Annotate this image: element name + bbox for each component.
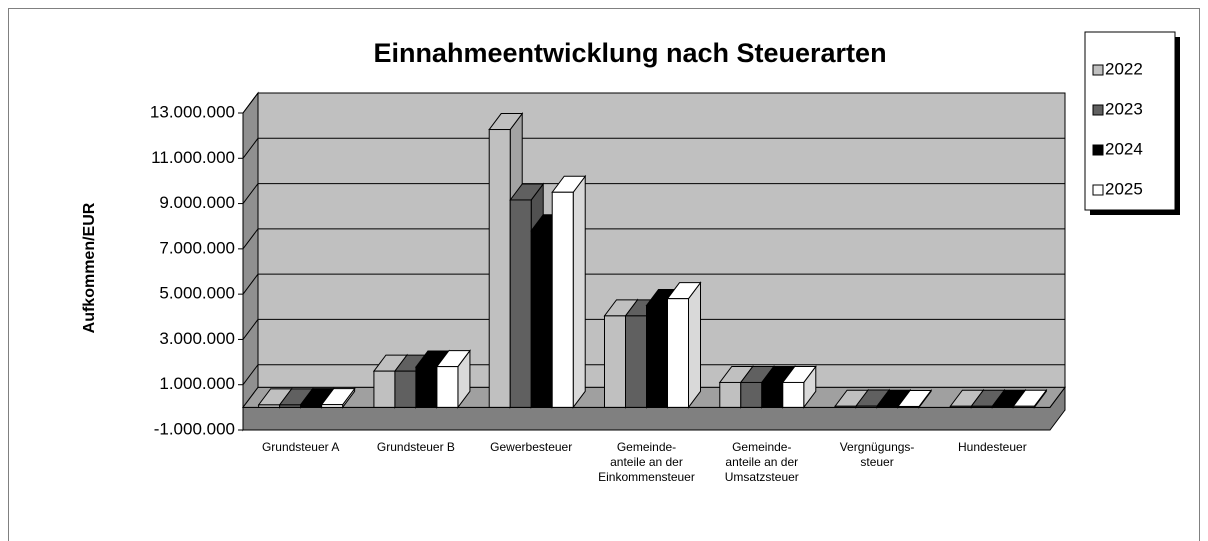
- bar-front: [415, 366, 438, 408]
- y-tick-label: 11.000.000: [151, 148, 235, 167]
- bar-front: [509, 199, 532, 408]
- x-tick-label: Gemeinde- anteile an der Einkommensteuer: [598, 440, 695, 484]
- bar-front: [949, 405, 972, 408]
- grid-line: [242, 228, 1065, 250]
- grid-line: [242, 364, 1065, 386]
- bar: [897, 388, 933, 409]
- bar-front: [604, 315, 626, 408]
- bar-front: [834, 405, 857, 408]
- y-tick-label: -1.000.000: [154, 419, 235, 438]
- x-tick-label: Grundsteuer A: [261, 440, 340, 454]
- y-tick-label: 5.000.000: [159, 284, 235, 303]
- legend-swatch: [1092, 184, 1104, 196]
- bar-front: [488, 129, 511, 408]
- bar-front: [1012, 405, 1035, 408]
- bar-front: [300, 404, 323, 408]
- side-wall: [242, 91, 259, 432]
- y-tick-label: 7.000.000: [159, 238, 235, 257]
- chart-title: Einnahmeentwicklung nach Steuerarten: [373, 38, 886, 68]
- bar-front: [279, 404, 302, 408]
- grid-line: [242, 183, 1065, 204]
- legend-label: 2023: [1105, 99, 1143, 118]
- bar: [435, 349, 471, 409]
- bar: [320, 387, 356, 409]
- legend-label: 2025: [1105, 179, 1143, 198]
- bar-front: [782, 381, 805, 408]
- bar-front: [761, 381, 784, 408]
- bar-side-shade: [573, 176, 586, 408]
- bar-front: [970, 405, 993, 408]
- bar-front: [719, 381, 742, 408]
- bar-front: [258, 404, 281, 408]
- legend-box: [1084, 31, 1176, 211]
- y-axis-label: Aufkommen/EUR: [81, 202, 98, 333]
- bar: [666, 281, 702, 409]
- x-tick-label: Gemeinde- anteile an der Umsatzsteuer: [724, 440, 799, 484]
- bar-front: [321, 404, 344, 408]
- bar-front: [876, 405, 899, 408]
- bar-front: [551, 191, 574, 408]
- legend-swatch: [1092, 144, 1104, 156]
- bar-front: [436, 366, 459, 408]
- bar: [1012, 388, 1048, 409]
- bar-front: [897, 405, 920, 408]
- bar-side-shade: [457, 350, 470, 408]
- bar-front: [530, 230, 553, 408]
- x-tick-label: Grundsteuer B: [376, 440, 455, 454]
- bar-front: [855, 405, 878, 408]
- bar-front: [667, 298, 689, 408]
- grid-line: [242, 318, 1065, 340]
- bar-front: [373, 370, 396, 408]
- bar-front: [991, 405, 1014, 408]
- legend-swatch: [1092, 104, 1104, 116]
- y-tick-label: 13.000.000: [150, 102, 235, 121]
- y-tick-label: 1.000.000: [159, 374, 235, 393]
- bar: [781, 364, 817, 409]
- legend-label: 2024: [1105, 139, 1143, 158]
- grid-line: [242, 273, 1065, 295]
- bar-side-shade: [688, 282, 701, 408]
- x-tick-label: Vergnügungs- steuer: [839, 440, 915, 469]
- y-tick-label: 3.000.000: [159, 329, 235, 348]
- bar-front: [394, 370, 417, 408]
- bar: [551, 174, 587, 409]
- y-tick-label: 9.000.000: [159, 193, 235, 212]
- bar-side-shade: [803, 366, 816, 408]
- bar-front: [625, 315, 647, 408]
- x-tick-label: Gewerbesteuer: [490, 440, 573, 454]
- bar-front: [646, 304, 668, 408]
- legend-label: 2022: [1105, 59, 1143, 78]
- legend-swatch: [1092, 64, 1104, 76]
- grid-line: [242, 137, 1065, 159]
- bar-front: [740, 381, 763, 408]
- x-tick-label: Hundesteuer: [957, 440, 1027, 454]
- grid-line: [242, 92, 1065, 114]
